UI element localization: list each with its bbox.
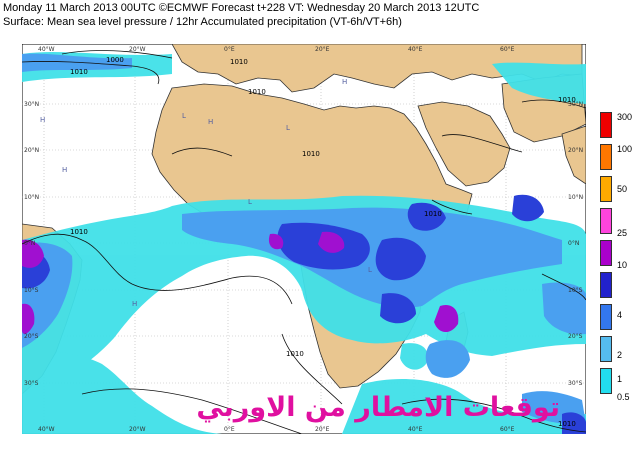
precipitation-legend: 300 100 50 25 10 4 2 1 0.5	[599, 112, 640, 402]
high-marker: H	[132, 300, 137, 308]
arabic-watermark: توقعات الامطار من الاوربي	[196, 392, 560, 423]
lon-labels-top: 40°W 20°W 0°E 20°E 40°E 60°E	[38, 46, 515, 53]
lat-label: 30°S	[568, 380, 583, 387]
legend-swatch-1	[600, 336, 612, 362]
lat-label: 20°S	[568, 333, 583, 340]
legend-swatch-10	[600, 240, 612, 266]
isobar-label: 1000	[106, 56, 124, 64]
map-title: Monday 11 March 2013 00UTC ©ECMWF Foreca…	[3, 2, 480, 14]
low-marker: L	[286, 124, 290, 132]
lon-label: 40°E	[408, 46, 423, 53]
legend-label: 100	[617, 144, 633, 154]
isobar-label: 1010	[248, 88, 266, 96]
lat-label: 20°N	[568, 147, 583, 154]
legend-label: 4	[617, 310, 623, 320]
lat-labels-right: 30°N 20°N 10°N 0°N 10°S 20°S 30°S	[568, 101, 583, 387]
isobar-label: 1010	[558, 420, 576, 428]
isobar-label: 1010	[70, 228, 88, 236]
isobar-label: 1010	[424, 210, 442, 218]
isobar-label: 1010	[302, 150, 320, 158]
low-marker: L	[248, 198, 252, 206]
isobar-label: 1010	[558, 96, 576, 104]
legend-label: 0.5	[617, 392, 630, 402]
legend-label: 10	[617, 260, 628, 270]
lat-label: 20°S	[24, 333, 39, 340]
lon-label: 40°E	[408, 426, 423, 433]
lat-label: 30°N	[568, 101, 583, 108]
legend-swatch-300	[600, 112, 612, 138]
legend-swatch-100	[600, 144, 612, 170]
isobar-label: 1010	[70, 68, 88, 76]
legend-label: 50	[617, 184, 628, 194]
legend-swatch-50	[600, 176, 612, 202]
lat-labels-left: 30°N 20°N 10°N 0°N 10°S 20°S 30°S	[24, 101, 39, 387]
lon-label: 20°E	[315, 426, 330, 433]
lat-label: 30°S	[24, 380, 39, 387]
isobar-labels: 1000 1010 1010 1010 1010 1010 1010 1010 …	[70, 56, 576, 428]
arabia	[417, 101, 511, 187]
lon-label: 40°W	[38, 46, 55, 53]
lon-label: 20°E	[315, 46, 330, 53]
lat-label: 10°S	[568, 287, 583, 294]
low-marker: L	[368, 266, 372, 274]
high-marker: H	[40, 116, 45, 124]
isobar-label: 1010	[286, 350, 304, 358]
legend-swatch-25	[600, 208, 612, 234]
legend-swatch-0-5	[600, 368, 612, 394]
lon-label: 60°E	[500, 426, 515, 433]
legend-label: 2	[617, 350, 623, 360]
lon-labels-bottom: 40°W 20°W 0°E 20°E 40°E 60°E	[38, 426, 515, 433]
india	[561, 125, 586, 185]
lat-label: 10°N	[568, 194, 583, 201]
lat-label: 0°N	[568, 240, 579, 247]
high-marker: H	[62, 166, 67, 174]
legend-label: 1	[617, 374, 623, 384]
legend-swatch-4	[600, 272, 612, 298]
isobars	[22, 50, 586, 434]
forecast-map: 40°W 20°W 0°E 20°E 40°E 60°E 40°W 20°W 0…	[22, 44, 586, 434]
lat-label: 0°N	[24, 240, 35, 247]
low-marker: L	[182, 112, 186, 120]
high-marker: H	[342, 78, 347, 86]
pressure-centers: H H H H H L L L L	[40, 78, 372, 308]
lon-label: 0°E	[224, 426, 235, 433]
high-marker: H	[208, 118, 213, 126]
precipitation	[22, 52, 586, 434]
lat-label: 20°N	[24, 147, 39, 154]
lat-label: 10°N	[24, 194, 39, 201]
lon-label: 20°W	[129, 426, 146, 433]
legend-label: 25	[617, 228, 628, 238]
lon-label: 60°E	[500, 46, 515, 53]
lon-label: 20°W	[129, 46, 146, 53]
lon-label: 40°W	[38, 426, 55, 433]
lat-label: 30°N	[24, 101, 39, 108]
legend-label: 300	[617, 112, 633, 122]
map-svg: 40°W 20°W 0°E 20°E 40°E 60°E 40°W 20°W 0…	[22, 44, 586, 434]
legend-swatch-2	[600, 304, 612, 330]
isobar-label: 1010	[230, 58, 248, 66]
lat-label: 10°S	[24, 287, 39, 294]
lon-label: 0°E	[224, 46, 235, 53]
map-subtitle: Surface: Mean sea level pressure / 12hr …	[3, 16, 402, 28]
